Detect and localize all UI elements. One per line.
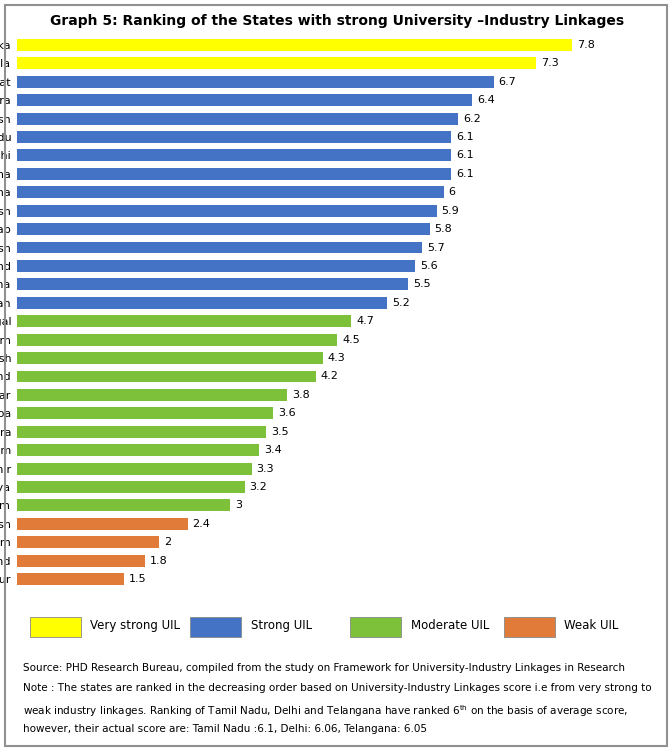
Bar <box>17 536 159 548</box>
Text: 3.8: 3.8 <box>292 390 310 400</box>
Bar <box>17 444 259 456</box>
Text: 4.7: 4.7 <box>356 316 374 326</box>
Bar <box>17 242 423 254</box>
Bar <box>17 500 230 512</box>
FancyBboxPatch shape <box>503 617 555 637</box>
Bar <box>17 131 451 143</box>
Text: 6.2: 6.2 <box>463 113 480 124</box>
Bar <box>17 573 124 585</box>
Text: 4.3: 4.3 <box>328 353 345 363</box>
Bar <box>17 39 572 51</box>
Bar <box>17 518 187 530</box>
Text: 6.4: 6.4 <box>477 95 495 105</box>
Text: weak industry linkages. Ranking of Tamil Nadu, Delhi and Telangana have ranked 6: weak industry linkages. Ranking of Tamil… <box>24 704 628 719</box>
Text: 5.5: 5.5 <box>413 279 431 290</box>
Text: 3.6: 3.6 <box>278 408 296 419</box>
Bar <box>17 57 536 69</box>
Text: 1.8: 1.8 <box>150 556 167 566</box>
Bar <box>17 334 337 346</box>
Text: 3.5: 3.5 <box>271 427 288 436</box>
Bar <box>17 94 472 106</box>
Bar <box>17 389 287 401</box>
Text: 5.2: 5.2 <box>392 298 409 307</box>
Title: Graph 5: Ranking of the States with strong University –Industry Linkages: Graph 5: Ranking of the States with stro… <box>50 14 624 28</box>
Bar <box>17 315 351 327</box>
Text: 4.5: 4.5 <box>342 334 360 345</box>
Text: 4.2: 4.2 <box>321 371 339 382</box>
Text: 5.6: 5.6 <box>420 261 438 271</box>
Bar <box>17 186 444 198</box>
Bar <box>17 481 245 493</box>
Text: 7.3: 7.3 <box>541 58 559 68</box>
Bar <box>17 463 251 475</box>
Text: Strong UIL: Strong UIL <box>251 620 312 632</box>
Bar <box>17 149 451 161</box>
Text: 6.1: 6.1 <box>456 150 474 160</box>
Bar <box>17 205 437 217</box>
Text: 7.8: 7.8 <box>577 40 595 50</box>
Text: 2: 2 <box>164 537 171 548</box>
Text: 3: 3 <box>235 500 242 511</box>
FancyBboxPatch shape <box>30 617 81 637</box>
Text: Note : The states are ranked in the decreasing order based on University-Industr: Note : The states are ranked in the decr… <box>24 683 652 694</box>
Bar <box>17 352 323 364</box>
Text: 5.7: 5.7 <box>427 242 445 253</box>
Bar <box>17 223 429 235</box>
Text: Source: PHD Research Bureau, compiled from the study on Framework for University: Source: PHD Research Bureau, compiled fr… <box>24 663 625 674</box>
Bar <box>17 297 387 309</box>
Text: however, their actual score are: Tamil Nadu :6.1, Delhi: 6.06, Telangana: 6.05: however, their actual score are: Tamil N… <box>24 724 427 734</box>
Bar <box>17 426 266 438</box>
Text: 6: 6 <box>449 188 456 197</box>
Text: Weak UIL: Weak UIL <box>564 620 619 632</box>
Bar <box>17 76 493 88</box>
Bar <box>17 407 273 419</box>
Text: 6.7: 6.7 <box>499 76 516 87</box>
Text: 3.2: 3.2 <box>249 482 267 492</box>
Text: 2.4: 2.4 <box>193 519 210 529</box>
Text: 6.1: 6.1 <box>456 169 474 178</box>
Bar <box>17 260 415 272</box>
Bar <box>17 278 408 290</box>
Bar <box>17 370 316 382</box>
Text: Moderate UIL: Moderate UIL <box>411 620 489 632</box>
Text: 6.1: 6.1 <box>456 132 474 142</box>
Text: 3.4: 3.4 <box>263 446 282 455</box>
Text: 1.5: 1.5 <box>128 574 146 584</box>
FancyBboxPatch shape <box>190 617 241 637</box>
Bar <box>17 555 145 567</box>
Text: 5.9: 5.9 <box>442 206 460 216</box>
Bar <box>17 112 458 125</box>
Text: Very strong UIL: Very strong UIL <box>91 620 181 632</box>
Bar <box>17 168 451 180</box>
Text: 3.3: 3.3 <box>257 464 274 474</box>
FancyBboxPatch shape <box>350 617 401 637</box>
Text: 5.8: 5.8 <box>435 224 452 234</box>
